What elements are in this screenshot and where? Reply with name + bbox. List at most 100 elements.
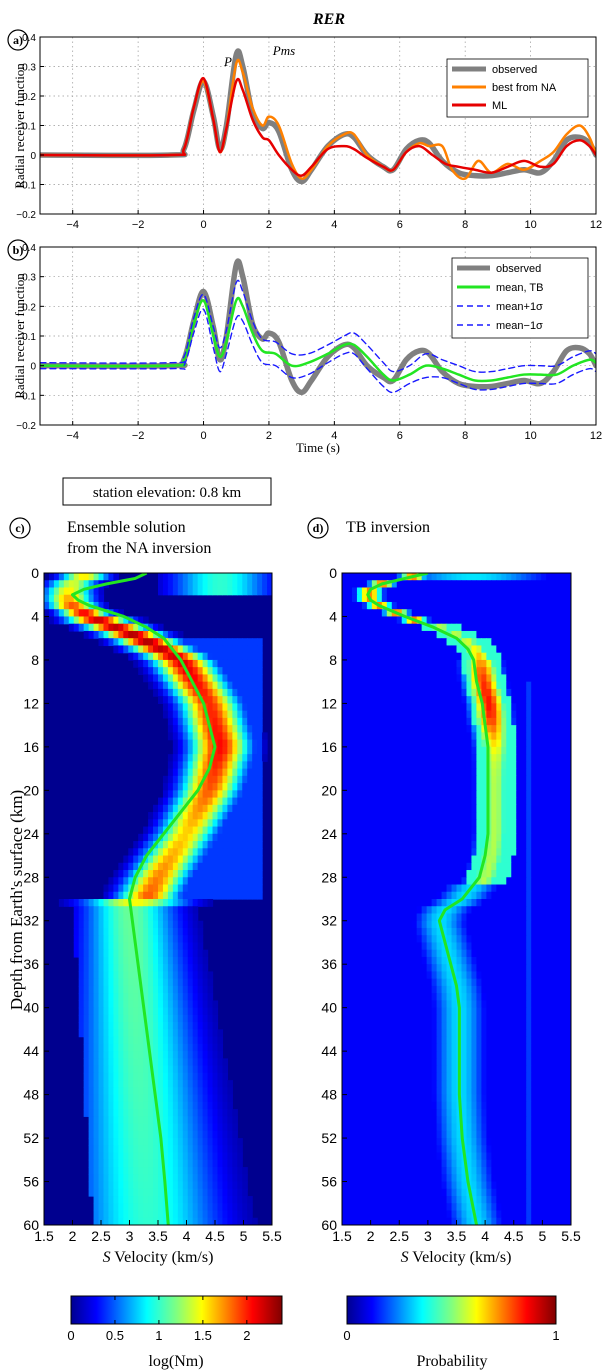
heatmap-cell (511, 775, 517, 784)
heatmap-cell (461, 761, 468, 770)
heatmap-cell (356, 739, 363, 748)
heatmap-cell (237, 1152, 243, 1161)
heatmap-cell (123, 1145, 129, 1154)
heatmap-cell (44, 609, 50, 618)
heatmap-cell (103, 623, 110, 632)
heatmap-cell (431, 630, 438, 639)
heatmap-cell (476, 790, 482, 799)
heatmap-cell (371, 768, 378, 777)
heatmap-cell (113, 985, 119, 994)
heatmap-cell (356, 594, 363, 603)
heatmap-cell (411, 710, 418, 719)
heatmap-cell (172, 1181, 179, 1190)
heatmap-cell (202, 1123, 209, 1132)
heatmap-cell (93, 1000, 100, 1009)
heatmap-cell (476, 855, 482, 864)
heatmap-cell (346, 573, 353, 581)
heatmap-cell (411, 681, 418, 690)
heatmap-cell (98, 935, 105, 944)
heatmap-cell (207, 1196, 214, 1204)
heatmap-cell (252, 804, 258, 813)
heatmap-cell (391, 717, 398, 726)
heatmap-cell (496, 703, 502, 712)
heatmap-cell (153, 993, 159, 1002)
heatmap-cell (128, 1145, 134, 1154)
heatmap-cell (546, 754, 552, 762)
heatmap-cell (242, 797, 248, 806)
heatmap-cell (426, 587, 433, 596)
heatmap-cell (371, 739, 378, 748)
heatmap-cell (546, 616, 552, 625)
heatmap-cell (446, 703, 453, 712)
heatmap-cell (401, 667, 408, 676)
heatmap-cell (416, 739, 423, 748)
heatmap-cell (212, 1152, 219, 1161)
heatmap-cell (162, 674, 169, 683)
heatmap-cell (416, 942, 423, 951)
heatmap-cell (68, 601, 75, 610)
heatmap-cell (108, 1181, 114, 1190)
heatmap-cell (182, 971, 189, 980)
heatmap-cell (123, 1181, 129, 1190)
heatmap-cell (446, 674, 453, 683)
heatmap-cell (531, 573, 537, 581)
heatmap-cell (73, 623, 80, 632)
heatmap-cell (113, 623, 119, 632)
heatmap-cell (93, 587, 100, 596)
heatmap-cell (162, 819, 169, 828)
heatmap-cell (207, 1014, 214, 1023)
heatmap-cell (441, 797, 448, 806)
heatmap-cell (451, 652, 458, 661)
heatmap-cell (113, 891, 119, 900)
heatmap-cell (466, 717, 473, 726)
heatmap-cell (88, 573, 95, 581)
heatmap-cell (153, 652, 159, 661)
heatmap-cell (561, 848, 567, 857)
heatmap-cell (113, 573, 119, 581)
heatmap-cell (431, 775, 438, 784)
heatmap-cell (78, 935, 85, 944)
y-tick-label: 0 (31, 565, 39, 581)
heatmap-cell (531, 674, 537, 683)
heatmap-cell (391, 580, 398, 589)
heatmap-cell (148, 652, 154, 661)
heatmap-cell (351, 580, 358, 589)
heatmap-cell (187, 833, 194, 842)
heatmap-cell (406, 870, 413, 878)
heatmap-cell (446, 906, 453, 915)
heatmap-cell (222, 746, 228, 755)
heatmap-cell (58, 616, 65, 625)
series-line-mean-1 (40, 279, 596, 373)
heatmap-cell (491, 681, 497, 690)
heatmap-cell (182, 1101, 189, 1110)
heatmap-cell (566, 906, 571, 915)
heatmap-cell (551, 899, 557, 907)
heatmap-cell (113, 1109, 119, 1117)
heatmap-cell (83, 1036, 90, 1045)
heatmap-cell (436, 884, 443, 893)
heatmap-cell (426, 594, 433, 603)
heatmap-cell (237, 1181, 243, 1190)
heatmap-cell (93, 573, 100, 581)
heatmap-cell (162, 1094, 169, 1103)
heatmap-cell (451, 906, 458, 915)
heatmap-cell (133, 1022, 139, 1030)
heatmap-cell (401, 688, 408, 697)
heatmap-cell (202, 1138, 209, 1146)
heatmap-cell (441, 696, 448, 704)
heatmap-cell (153, 688, 159, 697)
heatmap-cell (158, 573, 164, 581)
heatmap-cell (461, 601, 468, 610)
heatmap-cell (351, 674, 358, 683)
station-elevation-box (62, 477, 272, 506)
heatmap-cell (207, 667, 214, 676)
heatmap-cell (217, 659, 224, 668)
heatmap-cell (396, 652, 403, 661)
heatmap-cell (167, 1101, 174, 1110)
heatmap-cell (361, 630, 368, 639)
heatmap-cell (207, 812, 214, 820)
heatmap-cell (386, 906, 393, 915)
heatmap-cell (416, 609, 423, 618)
heatmap-cell (461, 826, 468, 835)
heatmap-cell (128, 1007, 134, 1016)
